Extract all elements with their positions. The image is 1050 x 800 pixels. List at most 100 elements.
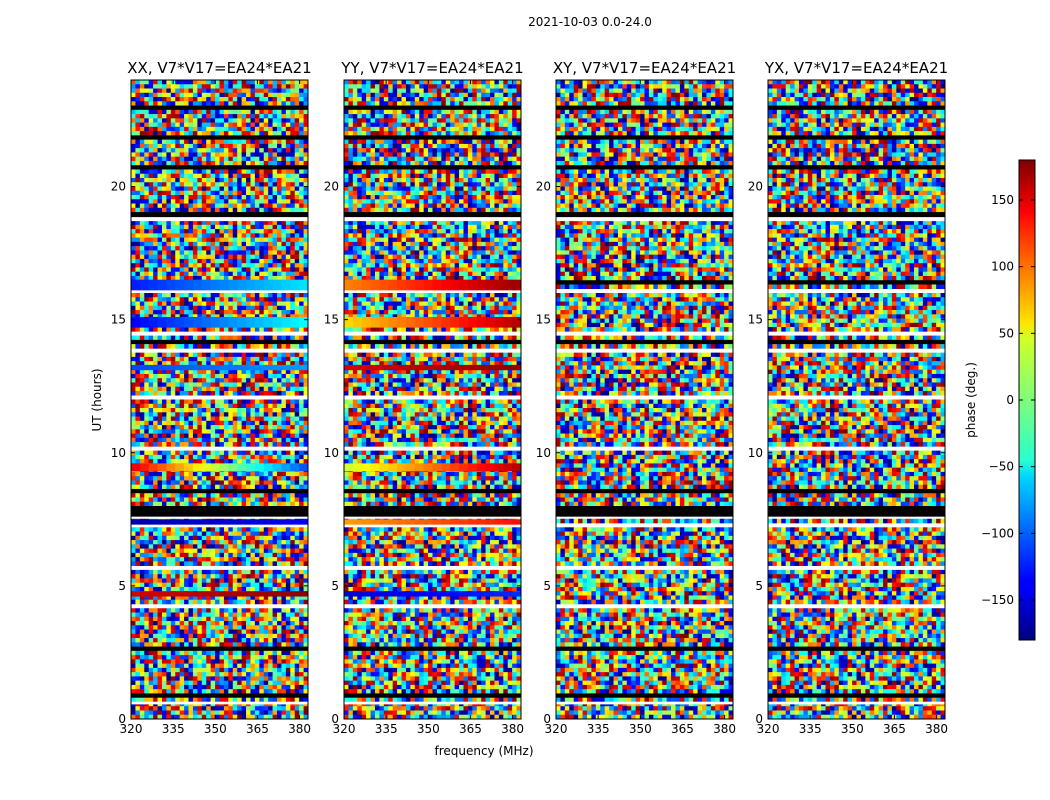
x-tick-label: 335 xyxy=(587,722,610,736)
y-tick-label: 20 xyxy=(536,180,551,194)
x-tick-label: 335 xyxy=(375,722,398,736)
coherent-band-cell xyxy=(175,463,185,472)
coherent-band-cell xyxy=(352,463,363,472)
coherent-band-cell xyxy=(272,364,282,371)
coherent-band-cell xyxy=(139,279,150,291)
coherent-band-cell xyxy=(281,364,291,371)
coherent-band-cell xyxy=(192,279,203,291)
coherent-band-cell xyxy=(131,591,141,597)
coherent-band-cell xyxy=(192,364,203,371)
coherent-band-cell xyxy=(254,519,265,525)
coherent-band-cell xyxy=(246,463,256,472)
coherent-band-cell xyxy=(379,279,389,291)
coherent-band-cell xyxy=(184,316,194,328)
coherent-band-cell xyxy=(263,519,273,525)
coherent-band-cell xyxy=(405,519,416,525)
coherent-band-cell xyxy=(476,591,486,597)
coherent-band-cell xyxy=(166,279,176,291)
coherent-band-cell xyxy=(405,316,416,328)
coherent-band-cell xyxy=(201,364,212,371)
coherent-band-cell xyxy=(370,591,380,597)
coherent-band-cell xyxy=(254,591,265,597)
colorbar-tick-label: −150 xyxy=(981,593,1014,607)
coherent-band-cell xyxy=(370,279,380,291)
y-tick-label: 5 xyxy=(543,579,551,593)
coherent-band-cell xyxy=(503,364,513,371)
flagged-band xyxy=(556,506,733,517)
coherent-band-cell xyxy=(272,519,282,525)
y-tick-label: 0 xyxy=(331,712,339,726)
coherent-band-cell xyxy=(210,316,220,328)
coherent-band-cell xyxy=(219,591,229,597)
y-tick-label: 15 xyxy=(748,313,763,327)
y-tick-label: 15 xyxy=(111,313,126,327)
coherent-band-cell xyxy=(414,519,425,525)
coherent-band-cell xyxy=(441,316,451,328)
coherent-band-cell xyxy=(494,519,504,525)
coherent-band-cell xyxy=(272,463,282,472)
coherent-band-cell xyxy=(131,316,141,328)
coherent-band-cell xyxy=(228,463,238,472)
y-tick-label: 20 xyxy=(748,180,763,194)
coherent-band-cell xyxy=(370,316,380,328)
coherent-band-cell xyxy=(361,279,371,291)
coherent-band-cell xyxy=(388,519,398,525)
coherent-band-cell xyxy=(467,316,478,328)
panel-frame xyxy=(767,79,946,720)
coherent-band-cell xyxy=(388,279,398,291)
coherent-band-cell xyxy=(441,591,451,597)
coherent-band-cell xyxy=(210,463,220,472)
coherent-band-cell xyxy=(192,463,203,472)
coherent-band-cell xyxy=(503,279,513,291)
coherent-band-cell xyxy=(290,463,300,472)
coherent-band-cell xyxy=(299,316,308,328)
coherent-band-cell xyxy=(361,364,371,371)
coherent-band-cell xyxy=(432,364,442,371)
coherent-band-cell xyxy=(210,591,220,597)
coherent-band-cell xyxy=(485,279,495,291)
coherent-band-cell xyxy=(184,591,194,597)
coherent-band-cell xyxy=(228,364,238,371)
coherent-band-cell xyxy=(210,279,220,291)
coherent-band-cell xyxy=(467,279,478,291)
phase-heatmap-2 xyxy=(556,80,733,719)
coherent-band-cell xyxy=(148,279,158,291)
panel-title: YX, V7*V17=EA24*EA21 xyxy=(764,59,948,77)
coherent-band-cell xyxy=(370,463,380,472)
colorbar: −150 −100 −50 0 50 100 150 phase (deg.) xyxy=(964,159,1036,641)
coherent-band-cell xyxy=(263,591,273,597)
x-tick-label: 380 xyxy=(501,722,524,736)
panel-title: YY, V7*V17=EA24*EA21 xyxy=(340,59,523,77)
coherent-band-cell xyxy=(148,591,158,597)
x-tick-label: 350 xyxy=(417,722,440,736)
coherent-band-cell xyxy=(228,316,238,328)
coherent-band-cell xyxy=(361,316,371,328)
coherent-band-cell xyxy=(184,519,194,525)
coherent-band-cell xyxy=(219,279,229,291)
coherent-band-cell xyxy=(166,364,176,371)
panel-frame xyxy=(555,79,734,720)
coherent-band-cell xyxy=(210,364,220,371)
coherent-band-cell xyxy=(263,364,273,371)
coherent-band-cell xyxy=(352,591,363,597)
coherent-band-cell xyxy=(184,279,194,291)
coherent-band-cell xyxy=(397,316,407,328)
coherent-band-cell xyxy=(219,463,229,472)
coherent-band-cell xyxy=(201,519,212,525)
coherent-band-cell xyxy=(157,463,167,472)
x-tick-label: 335 xyxy=(799,722,822,736)
coherent-band-cell xyxy=(290,364,300,371)
coherent-band-cell xyxy=(459,519,469,525)
coherent-band-cell xyxy=(405,463,416,472)
coherent-band-cell xyxy=(175,364,185,371)
coherent-band-cell xyxy=(485,316,495,328)
coherent-band-cell xyxy=(184,463,194,472)
coherent-band-cell xyxy=(441,463,451,472)
coherent-band-cell xyxy=(290,316,300,328)
coherent-band-cell xyxy=(272,591,282,597)
flagged-band xyxy=(344,217,521,222)
coherent-band-cell xyxy=(352,519,363,525)
coherent-band-cell xyxy=(263,316,273,328)
coherent-band-cell xyxy=(485,591,495,597)
